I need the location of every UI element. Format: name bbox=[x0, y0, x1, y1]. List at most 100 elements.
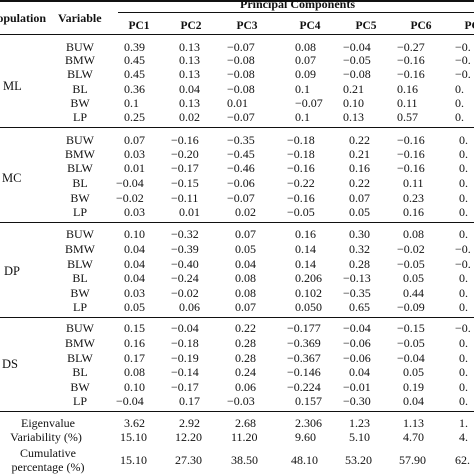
population-label: DS bbox=[2, 357, 18, 371]
variable-label: BMW bbox=[65, 242, 95, 256]
table-cell: 0.05 bbox=[349, 205, 370, 219]
table-cell: 0. bbox=[459, 191, 468, 205]
table-cell: 0.05 bbox=[124, 300, 145, 314]
table-cell: 0.21 bbox=[343, 82, 364, 96]
population-label: ML bbox=[3, 79, 22, 93]
table-cell: 0.16 bbox=[124, 336, 145, 350]
variable-label: LP bbox=[72, 110, 87, 124]
table-cell: −0.32 bbox=[171, 227, 199, 241]
table-cell: −0.02 bbox=[171, 286, 199, 300]
table-cell: −0.05 bbox=[397, 336, 425, 350]
group-rule bbox=[0, 411, 474, 412]
table-cell: 0.206 bbox=[295, 271, 322, 285]
table-cell: 5.10 bbox=[349, 430, 370, 444]
table-cell: −0.24 bbox=[171, 271, 199, 285]
table-cell: 38.50 bbox=[231, 453, 258, 467]
table-cell: 0.03 bbox=[124, 205, 145, 219]
table-cell: −0.30 bbox=[343, 394, 371, 408]
table-cell: 0. bbox=[459, 133, 468, 147]
variable-label: BMW bbox=[65, 336, 95, 350]
table-cell: −0.17 bbox=[171, 161, 199, 175]
table-cell: 0.05 bbox=[403, 365, 424, 379]
variable-label: BLW bbox=[67, 67, 93, 81]
table-cell: −0.04 bbox=[171, 321, 199, 335]
table-cell: −0. bbox=[455, 53, 471, 67]
table-cell: 0. bbox=[459, 227, 468, 241]
table-cell: −0.07 bbox=[227, 40, 255, 54]
table-cell: 0.14 bbox=[295, 242, 316, 256]
table-cell: −0.16 bbox=[397, 133, 425, 147]
table-cell: 0.04 bbox=[124, 271, 145, 285]
pc5-header: PC5 bbox=[355, 20, 377, 32]
table-cell: −0.04 bbox=[397, 351, 425, 365]
table-cell: 0.08 bbox=[124, 365, 145, 379]
table-cell: −0. bbox=[455, 40, 471, 54]
pc1-header: PC1 bbox=[128, 20, 150, 32]
table-cell: 0.08 bbox=[235, 286, 256, 300]
table-cell: 0.45 bbox=[124, 53, 145, 67]
table-cell: −0.07 bbox=[227, 110, 255, 124]
table-cell: −0.27 bbox=[397, 40, 425, 54]
table-cell: 0.16 bbox=[403, 205, 424, 219]
population-label: DP bbox=[4, 264, 20, 278]
table-cell: −0.09 bbox=[397, 300, 425, 314]
table-cell: 0.07 bbox=[235, 300, 256, 314]
table-cell: 1.13 bbox=[403, 416, 424, 430]
table-cell: 0.65 bbox=[349, 300, 370, 314]
table-cell: −0.35 bbox=[343, 286, 371, 300]
table-cell: −0.20 bbox=[171, 147, 199, 161]
table-cell: 0.10 bbox=[343, 96, 364, 110]
table-cell: 0.19 bbox=[403, 380, 424, 394]
table-cell: 0.03 bbox=[124, 147, 145, 161]
table-cell: 0. bbox=[459, 336, 468, 350]
pc2-header: PC2 bbox=[180, 20, 202, 32]
table-cell: 0.04 bbox=[403, 394, 424, 408]
table-cell: −0.35 bbox=[227, 133, 255, 147]
table-cell: 0.57 bbox=[397, 110, 418, 124]
variable-label: BLW bbox=[67, 161, 93, 175]
table-cell: 0. bbox=[459, 176, 468, 190]
table-cell: −0.45 bbox=[227, 147, 255, 161]
table-cell: 0. bbox=[459, 351, 468, 365]
table-cell: 0.16 bbox=[295, 227, 316, 241]
table-cell: 0.09 bbox=[295, 67, 316, 81]
table-cell: 2.306 bbox=[295, 416, 322, 430]
eigenvalue-label: Eigenvalue bbox=[21, 416, 75, 430]
table-cell: 0. bbox=[459, 205, 468, 219]
variable-label: BMW bbox=[65, 147, 95, 161]
table-cell: 0.24 bbox=[235, 365, 256, 379]
table-cell: 0.28 bbox=[235, 351, 256, 365]
table-cell: 0.21 bbox=[349, 147, 370, 161]
variable-label: BLW bbox=[67, 257, 93, 271]
pc6-header: PC6 bbox=[410, 20, 432, 32]
table-cell: 0.157 bbox=[295, 394, 322, 408]
table-cell: 0.36 bbox=[124, 82, 145, 96]
table-cell: −0.18 bbox=[287, 147, 315, 161]
table-cell: 2.92 bbox=[179, 416, 200, 430]
table-cell: 0. bbox=[455, 82, 464, 96]
table-cell: 0.10 bbox=[124, 227, 145, 241]
table-cell: 0.16 bbox=[397, 82, 418, 96]
table-cell: 0.04 bbox=[124, 257, 145, 271]
table-cell: −0.06 bbox=[227, 176, 255, 190]
pc7-header: PC7 bbox=[464, 20, 474, 32]
table-cell: 0.17 bbox=[124, 351, 145, 365]
variable-label: BW bbox=[70, 286, 90, 300]
table-cell: 15.10 bbox=[120, 430, 147, 444]
variability-label: Variability (%) bbox=[10, 430, 82, 444]
table-cell: −0.02 bbox=[397, 242, 425, 256]
group-rule bbox=[0, 317, 474, 318]
table-cell: −0.03 bbox=[227, 394, 255, 408]
table-cell: −0.39 bbox=[171, 242, 199, 256]
variable-label: BUW bbox=[66, 227, 94, 241]
table-cell: 0.1 bbox=[124, 96, 139, 110]
table-cell: −0.04 bbox=[343, 40, 371, 54]
table-cell: −0.08 bbox=[343, 67, 371, 81]
table-cell: 0.22 bbox=[349, 176, 370, 190]
table-cell: −0.07 bbox=[295, 96, 323, 110]
table-cell: 1.23 bbox=[349, 416, 370, 430]
variable-label: BL bbox=[72, 365, 88, 379]
table-cell: 48.10 bbox=[291, 453, 318, 467]
table-cell: 0.13 bbox=[179, 53, 200, 67]
population-header: Population bbox=[0, 11, 47, 25]
